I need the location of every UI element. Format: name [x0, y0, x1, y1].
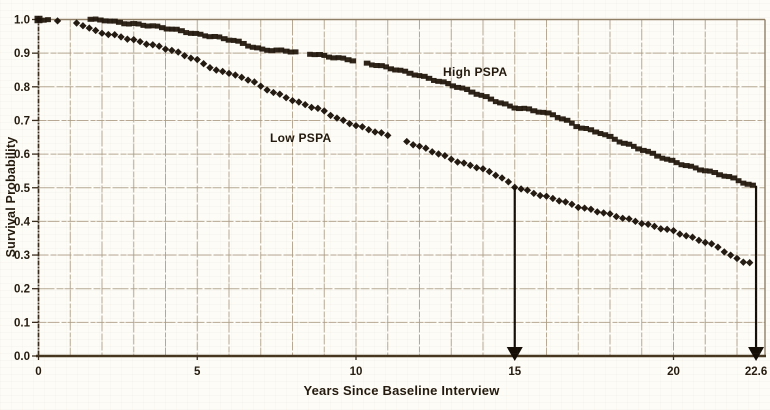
plot-frame	[38, 18, 766, 356]
x-tick-label: 20	[667, 366, 680, 378]
series-label-low-pspa: Low PSPA	[269, 130, 332, 145]
x-tick-label: 15	[508, 366, 521, 378]
y-tick-label: 0.1	[14, 317, 31, 329]
x-axis-title: Years Since Baseline Interview	[303, 383, 500, 398]
tick-labels: 1.0 0.9 0.8 0.7 0.6 0.5 0.4 0.3 0.2 0.1 0.0 0 5 10 15 2…	[14, 15, 767, 379]
axis-ticks	[32, 18, 675, 360]
x-tick-label: 0	[35, 366, 41, 378]
y-tick-label: 0.4	[14, 216, 31, 228]
y-tick-label: 0.6	[14, 149, 30, 161]
median-survival-arrows	[506, 185, 765, 361]
x-tick-label: 5	[194, 366, 201, 378]
y-tick-label: 0.7	[14, 115, 30, 127]
y-tick-label: 0.9	[14, 48, 30, 60]
x-tick-label: 22.6	[745, 366, 767, 378]
series-label-high-pspa: High PSPA	[442, 64, 508, 79]
x-tick-label: 10	[350, 366, 363, 378]
y-tick-label: 0.3	[14, 250, 30, 262]
y-tick-label: 0.2	[14, 284, 30, 296]
series-high-pspa	[34, 15, 756, 188]
y-tick-label: 0.8	[14, 82, 31, 94]
y-tick-label: 0.5	[14, 183, 31, 195]
y-axis-title: Survival Probability	[4, 136, 18, 258]
y-tick-label: 1.0	[14, 15, 30, 27]
y-tick-label: 0.0	[14, 351, 30, 363]
